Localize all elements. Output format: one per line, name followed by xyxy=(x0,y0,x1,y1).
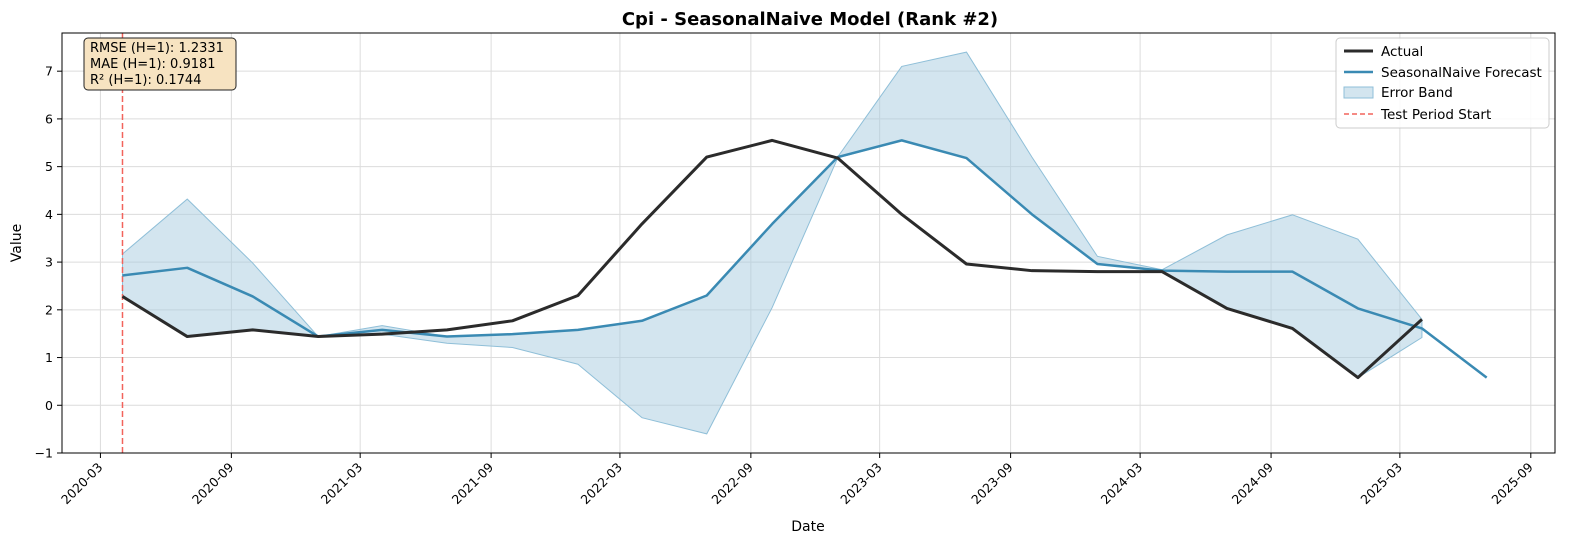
y-tick-label: 7 xyxy=(45,64,53,79)
legend-band-swatch xyxy=(1343,86,1374,99)
legend-forecast-label: SeasonalNaive Forecast xyxy=(1381,65,1542,81)
legend-test-start-label: Test Period Start xyxy=(1380,107,1491,123)
legend-band-label: Error Band xyxy=(1381,85,1453,101)
legend-box xyxy=(1335,37,1550,129)
legend: Actual SeasonalNaive Forecast Error Band… xyxy=(1335,37,1550,129)
metric-mae: MAE (H=1): 0.9181 xyxy=(90,57,216,72)
metric-rmse: RMSE (H=1): 1.2331 xyxy=(90,41,224,56)
metrics-box-background xyxy=(83,37,237,91)
y-tick-label: 2 xyxy=(45,302,53,317)
y-axis-label: Value xyxy=(9,224,25,262)
y-tick-label: 5 xyxy=(45,159,53,174)
plot-frame xyxy=(61,32,1556,454)
y-tick-label: −1 xyxy=(35,446,53,461)
y-tick-label: 0 xyxy=(45,398,53,413)
y-tick-label: 6 xyxy=(45,111,53,126)
y-tick-label: 3 xyxy=(45,255,53,270)
forecast-series-line xyxy=(122,139,1488,379)
y-tick-label: 1 xyxy=(45,350,53,365)
actual-series-line xyxy=(121,138,1423,380)
metrics-box: RMSE (H=1): 1.2331 MAE (H=1): 0.9181 R² … xyxy=(83,37,237,91)
legend-actual-label: Actual xyxy=(1381,44,1423,60)
chart-title: Cpi - SeasonalNaive Model (Rank #2) xyxy=(622,9,998,30)
line-layer xyxy=(121,33,1488,453)
metric-r2: R² (H=1): 0.1744 xyxy=(90,73,201,88)
x-axis-label: Date xyxy=(791,519,824,535)
y-tick-label: 4 xyxy=(45,207,53,222)
